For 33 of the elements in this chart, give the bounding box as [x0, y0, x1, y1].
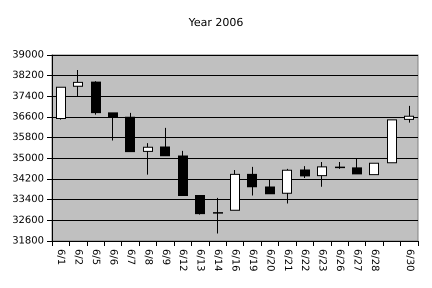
x-tick-label: 6/22 — [299, 249, 310, 272]
x-tick-label: 6/13 — [194, 249, 206, 272]
x-tick-label: 6/30 — [404, 249, 415, 272]
y-tick-label: 38200 — [12, 70, 44, 82]
y-tick-label: 33400 — [12, 194, 44, 206]
y-tick-label: 35000 — [12, 152, 44, 164]
y-tick-label: 37400 — [12, 90, 44, 102]
x-tick-label: 6/5 — [90, 249, 102, 266]
x-tick-label: 6/27 — [352, 249, 362, 272]
y-tick-label: 32600 — [12, 214, 44, 226]
x-tick-label: 6/2 — [72, 249, 84, 266]
x-tick-label: 6/23 — [316, 249, 328, 272]
x-tick-label: 6/12 — [177, 249, 188, 272]
y-tick-label: 34200 — [12, 174, 44, 184]
y-tick-label: 39000 — [12, 50, 44, 60]
x-tick-label: 6/20 — [264, 249, 276, 272]
x-tick-label: 6/28 — [368, 249, 380, 272]
y-tick-label: 36600 — [12, 112, 44, 122]
x-tick-label: 6/8 — [142, 249, 154, 266]
candlestick — [369, 162, 379, 176]
chart-title: Year 2006 — [188, 16, 244, 29]
x-tick-label: 6/9 — [160, 249, 171, 266]
x-tick-label: 6/6 — [108, 249, 118, 266]
y-tick-label: 31800 — [12, 236, 44, 246]
x-tick-label: 6/7 — [124, 249, 136, 266]
x-tick-label: 6/26 — [334, 249, 346, 272]
x-tick-label: 6/16 — [230, 249, 240, 272]
y-tick-label: 35800 — [12, 132, 44, 144]
x-tick-label: 6/14 — [212, 249, 224, 272]
candlestick — [335, 161, 345, 170]
x-tick-label: 6/21 — [282, 249, 293, 272]
x-tick-label: 6/19 — [246, 249, 258, 272]
x-tick-label: 6/1 — [55, 249, 66, 266]
